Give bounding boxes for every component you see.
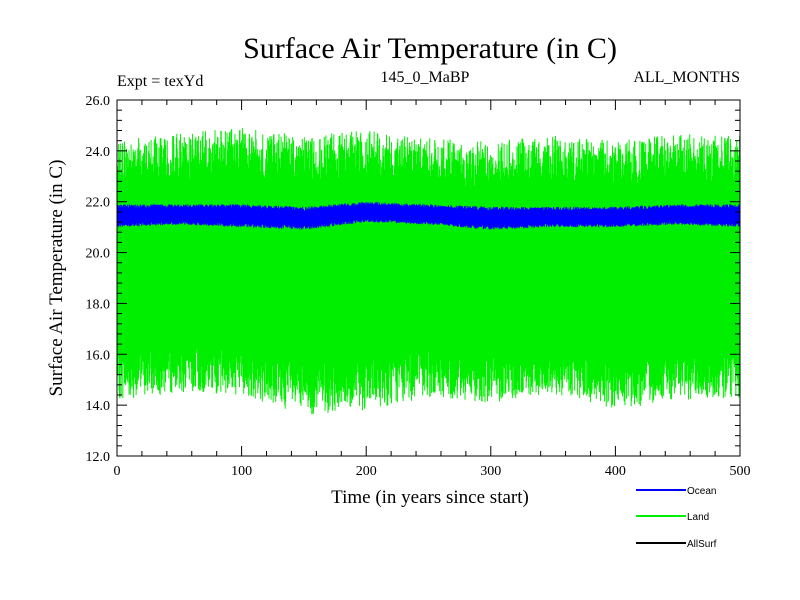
y-tick-label: 18.0 bbox=[86, 297, 111, 312]
plot-data bbox=[116, 128, 741, 415]
y-tick-label: 14.0 bbox=[86, 399, 111, 414]
series-land-line bbox=[116, 128, 741, 415]
legend-label-ocean: Ocean bbox=[687, 486, 716, 497]
y-tick-label: 24.0 bbox=[86, 145, 111, 160]
experiment-label: Expt = texYd bbox=[117, 73, 203, 90]
x-tick-label: 500 bbox=[730, 464, 751, 479]
x-tick-label: 200 bbox=[356, 464, 377, 479]
x-tick-label: 100 bbox=[231, 464, 252, 479]
y-tick-label: 12.0 bbox=[86, 450, 111, 465]
legend-label-land: Land bbox=[687, 512, 709, 523]
axis-ticks bbox=[116, 99, 741, 457]
y-tick-label: 22.0 bbox=[86, 196, 111, 211]
y-tick-label: 16.0 bbox=[86, 348, 111, 363]
plot-frame bbox=[116, 99, 741, 457]
series-ocean-line bbox=[116, 202, 741, 230]
months-label: ALL_MONTHS bbox=[633, 69, 740, 86]
axis-tick-labels: 0 100 200 300 400 500 12.0 14.0 16.0 18.0 20.0 22.0… bbox=[86, 94, 751, 479]
x-tick-label: 300 bbox=[480, 464, 501, 479]
x-tick-label: 0 bbox=[114, 464, 121, 479]
x-tick-label: 400 bbox=[605, 464, 626, 479]
y-tick-label: 20.0 bbox=[86, 247, 111, 262]
chart-title: Surface Air Temperature (in C) bbox=[243, 32, 617, 65]
x-axis-label: Time (in years since start) bbox=[331, 487, 529, 508]
period-label: 145_0_MaBP bbox=[381, 69, 470, 86]
legend-label-allsurf: AllSurf bbox=[687, 539, 717, 550]
legend: Ocean Land AllSurf bbox=[636, 486, 717, 550]
y-axis-label: Surface Air Temperature (in C) bbox=[46, 160, 67, 397]
y-tick-label: 26.0 bbox=[86, 94, 111, 109]
